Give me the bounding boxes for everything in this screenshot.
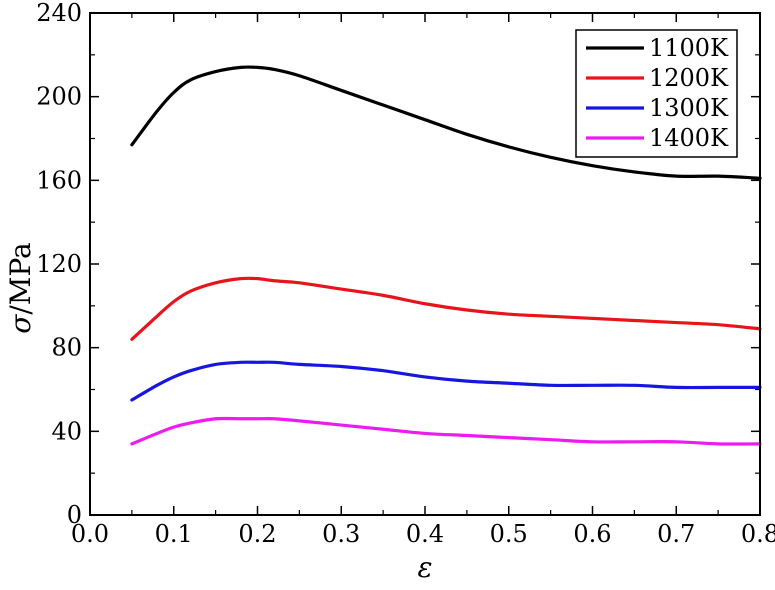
x-tick-label: 0.5 <box>490 520 528 548</box>
x-tick-label: 0.1 <box>155 520 193 548</box>
x-axis-title: ε <box>417 551 432 584</box>
x-tick-label: 0.2 <box>238 520 276 548</box>
y-axis-unit: /MPa <box>4 242 37 314</box>
legend-label-1400k: 1400K <box>649 124 729 152</box>
x-tick-label: 0.3 <box>322 520 360 548</box>
legend-label-1300k: 1300K <box>649 94 729 122</box>
tick-labels: 0.0 0.1 0.2 0.3 0.4 0.5 0.6 0.7 0.8 0 40 80 120 160 20… <box>36 0 775 548</box>
x-tick-label: 0.7 <box>657 520 695 548</box>
series-lines <box>130 65 762 446</box>
series-line-1300k <box>130 360 762 402</box>
y-axis-title: σ/MPa <box>4 242 37 334</box>
x-tick-label: 0.4 <box>406 520 444 548</box>
x-tick-label: 0.6 <box>573 520 611 548</box>
series-line-1400k <box>130 416 762 446</box>
series-line-1100k <box>130 65 762 180</box>
y-axis-symbol: σ <box>4 314 37 334</box>
legend-label-1200k: 1200K <box>649 64 729 92</box>
y-tick-label: 240 <box>36 0 82 27</box>
legend-box <box>575 29 738 158</box>
y-tick-label: 120 <box>36 250 82 278</box>
plot-frame <box>89 12 761 516</box>
x-tick-label: 0.8 <box>741 520 775 548</box>
legend-label-1100k: 1100K <box>649 34 729 62</box>
x-tick-label: 0.0 <box>71 520 109 548</box>
y-tick-label: 40 <box>51 417 82 445</box>
y-tick-label: 160 <box>36 166 82 194</box>
y-tick-label: 200 <box>36 83 82 111</box>
y-tick-label: 80 <box>51 334 82 362</box>
series-line-1200k <box>130 276 762 341</box>
y-tick-label: 0 <box>67 501 82 529</box>
